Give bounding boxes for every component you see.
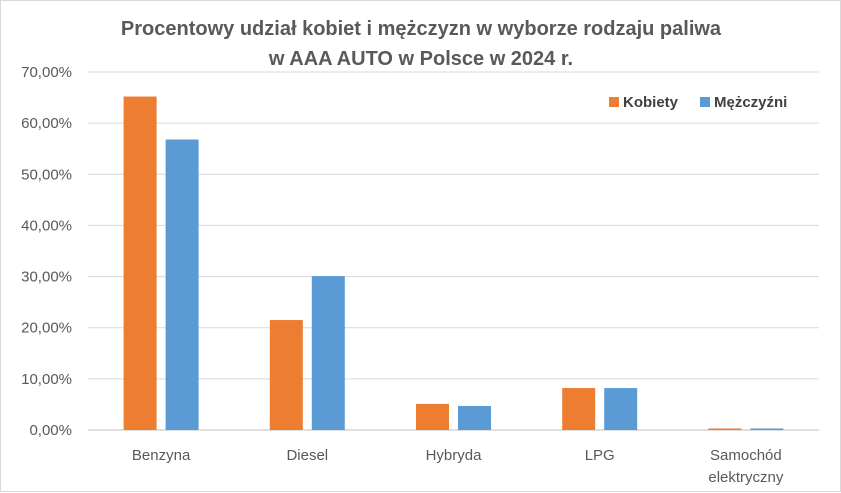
- x-axis: Benzyna Diesel Hybryda LPG Samochód elektrycz…: [132, 447, 784, 486]
- chart-title-line-1: Procentowy udział kobiet i mężczyzn w wy…: [121, 18, 722, 40]
- bar-kobiety: [708, 428, 742, 430]
- y-tick-label: 70,00%: [21, 64, 72, 81]
- chart-title: Procentowy udział kobiet i mężczyzn w wy…: [121, 18, 722, 70]
- x-tick-label: LPG: [585, 447, 615, 464]
- x-tick-label: Diesel: [286, 447, 328, 464]
- y-axis: 0,00% 10,00% 20,00% 30,00% 40,00% 50,00% 60,00…: [21, 64, 72, 439]
- bar-mezczyzni: [165, 139, 199, 430]
- y-tick-label: 0,00%: [29, 422, 72, 439]
- bar-mezczyzni: [750, 428, 784, 430]
- y-tick-label: 60,00%: [21, 115, 72, 132]
- legend: Kobiety Mężczyźni: [609, 94, 787, 111]
- bar-kobiety: [269, 320, 303, 430]
- bar-mezczyzni: [311, 276, 345, 430]
- x-tick-label: Benzyna: [132, 447, 191, 464]
- x-tick-label: Hybryda: [426, 447, 483, 464]
- legend-swatch-mezczyzni: [700, 97, 710, 107]
- legend-label-kobiety: Kobiety: [623, 94, 679, 111]
- y-tick-label: 20,00%: [21, 320, 72, 337]
- bar-series: [123, 96, 784, 430]
- legend-swatch-kobiety: [609, 97, 619, 107]
- bar-mezczyzni: [458, 405, 491, 430]
- bar-mezczyzni: [604, 388, 638, 430]
- bar-kobiety: [123, 96, 157, 430]
- y-tick-label: 10,00%: [21, 371, 72, 388]
- y-tick-label: 40,00%: [21, 217, 72, 234]
- gridlines: [88, 71, 819, 431]
- x-tick-label: Samochód: [710, 447, 782, 464]
- chart-title-line-2: w AAA AUTO w Polsce w 2024 r.: [268, 48, 573, 70]
- bar-kobiety: [416, 403, 449, 430]
- y-tick-label: 50,00%: [21, 166, 72, 183]
- bar-kobiety: [562, 388, 596, 430]
- y-tick-label: 30,00%: [21, 269, 72, 286]
- x-tick-label: elektryczny: [708, 469, 784, 486]
- legend-label-mezczyzni: Mężczyźni: [714, 94, 787, 111]
